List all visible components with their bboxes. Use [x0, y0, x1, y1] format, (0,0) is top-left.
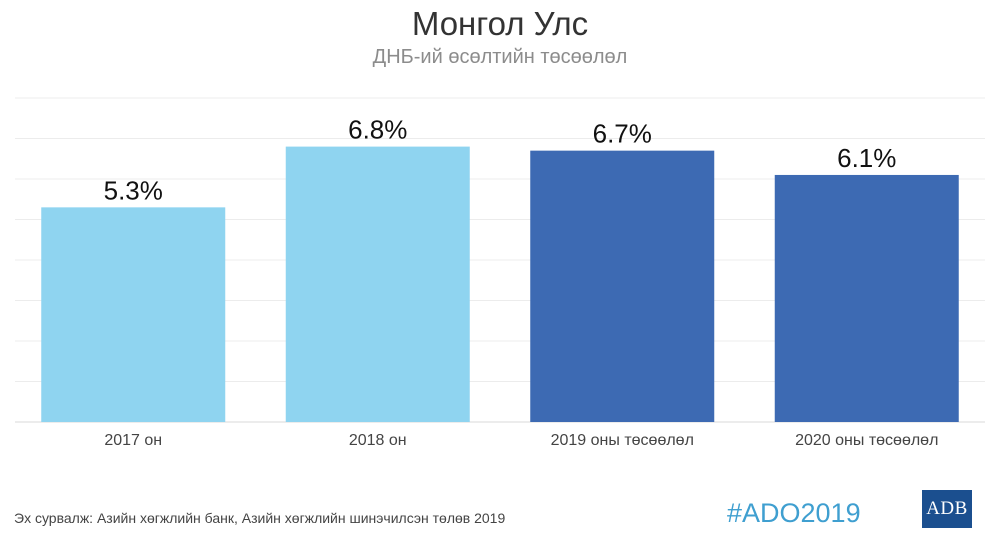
bar-2 — [285, 146, 470, 422]
chart-title: Монгол Улс — [411, 5, 589, 42]
source-note: Эх сурвалж: Азийн хөгжлийн банк, Азийн х… — [14, 510, 506, 526]
category-label: 2019 оны төсөөлөл — [551, 432, 694, 449]
hashtag: #ADO2019 — [727, 498, 861, 528]
category-label: 2018 он — [349, 432, 407, 449]
bar-4 — [774, 174, 959, 422]
bar-3 — [530, 150, 715, 422]
value-label: 6.7% — [593, 119, 652, 149]
bar-1 — [41, 207, 226, 422]
adb-logo: ADB — [922, 490, 972, 528]
chart-subtitle: ДНБ-ий өсөлтийн төсөөлөл — [372, 46, 628, 68]
category-label: 2020 оны төсөөлөл — [795, 432, 938, 449]
category-label: 2017 он — [104, 432, 162, 449]
value-label: 6.8% — [348, 115, 407, 145]
value-label: 6.1% — [837, 143, 896, 173]
value-label: 5.3% — [104, 175, 163, 205]
